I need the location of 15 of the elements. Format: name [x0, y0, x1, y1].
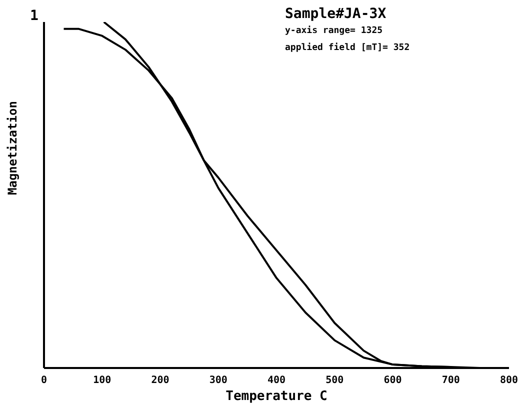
annotation: applied field [mT]= 352: [285, 42, 410, 55]
x-tick-label: 600: [384, 375, 402, 386]
annotation: Sample#JA-3X: [285, 6, 388, 23]
x-tick-label: 100: [93, 375, 112, 386]
x-tick-label: 700: [442, 375, 460, 386]
x-axis-title: Temperature C: [226, 389, 328, 404]
text: 1: [30, 8, 38, 24]
x-tick-label: 0: [40, 375, 48, 386]
x-tick-label: 800: [500, 375, 518, 386]
x-tick-label: 300: [209, 375, 228, 386]
y-axis-title: Magnetization: [5, 101, 20, 195]
x-tick-label: 400: [267, 375, 286, 386]
annotation: y-axis range= 1325: [285, 24, 384, 38]
x-tick-label: 200: [151, 375, 170, 386]
x-tick-label: 500: [326, 375, 344, 386]
